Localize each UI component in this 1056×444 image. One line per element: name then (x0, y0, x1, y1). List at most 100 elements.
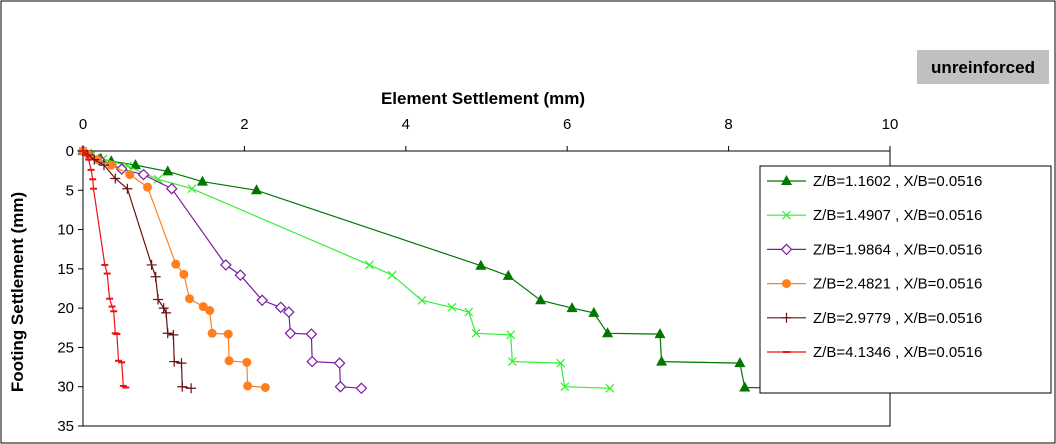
marker-diamond (137, 168, 150, 181)
marker-circle (106, 160, 116, 170)
y-tick-label: 20 (57, 300, 74, 317)
marker-triangle (502, 269, 514, 280)
marker-plus (122, 183, 133, 194)
marker-x (464, 307, 474, 317)
marker-diamond (282, 306, 295, 318)
marker-triangle (196, 175, 208, 186)
marker-triangle (251, 184, 263, 195)
marker-diamond (284, 327, 297, 340)
x-axis-title: Element Settlement (mm) (381, 89, 585, 108)
marker-x (605, 383, 615, 393)
marker-plus (186, 383, 197, 394)
y-tick-label: 10 (57, 222, 74, 239)
marker-plus (153, 294, 164, 305)
marker-x (417, 295, 427, 305)
marker-x (447, 302, 457, 312)
legend-entry: Z/B=1.4907 , X/B=0.0516 (767, 207, 982, 224)
marker-diamond (234, 269, 247, 281)
y-tick-label: 15 (57, 261, 74, 278)
marker-x (153, 174, 163, 184)
marker-diamond (334, 380, 347, 393)
x-tick-label: 0 (79, 116, 87, 133)
marker-plus (162, 328, 173, 339)
y-tick-label: 25 (57, 339, 74, 356)
marker-triangle (602, 327, 614, 338)
marker-x (387, 270, 397, 280)
marker-circle (242, 357, 252, 367)
y-axis-title: Footing Settlement (mm) (8, 192, 27, 392)
marker-triangle (588, 306, 600, 317)
marker-plus (158, 303, 169, 314)
legend: Z/B=1.1602 , X/B=0.0516 Z/B=1.4907 , X/B=… (759, 165, 1052, 394)
marker-triangle (656, 355, 668, 366)
legend-entry: Z/B=1.1602 , X/B=0.0516 (767, 173, 982, 190)
marker-diamond (256, 294, 269, 307)
marker-plus (177, 381, 188, 392)
marker-plus (168, 329, 179, 340)
series-layer (77, 145, 819, 395)
marker-circle (198, 302, 208, 312)
marker-plus (169, 356, 180, 367)
marker-plus (781, 312, 792, 323)
marker-triangle (475, 259, 487, 270)
x-tick-label: 4 (402, 116, 410, 133)
legend-label: Z/B=1.1602 , X/B=0.0516 (813, 173, 982, 190)
y-axis: 0 5 10 15 20 25 30 35 (57, 143, 83, 435)
marker-triangle (734, 357, 746, 368)
marker-x (556, 358, 566, 368)
marker-plus (146, 259, 157, 270)
marker-circle (782, 279, 791, 289)
marker-triangle (781, 175, 792, 185)
marker-circle (171, 259, 181, 269)
marker-plus (110, 173, 121, 184)
legend-box (759, 165, 1052, 394)
marker-x (187, 184, 197, 194)
marker-x (471, 328, 481, 338)
x-tick-label: 10 (882, 116, 899, 133)
marker-circle (243, 381, 253, 391)
badge-label: unreinforced (931, 58, 1035, 77)
legend-entry: Z/B=4.1346 , X/B=0.0516 (767, 344, 982, 361)
marker-circle (223, 329, 233, 339)
x-tick-label: 6 (563, 116, 571, 133)
marker-circle (224, 356, 234, 366)
x-tick-label: 2 (240, 116, 248, 133)
plot-area (82, 150, 891, 427)
marker-circle (205, 306, 215, 315)
marker-x (365, 260, 374, 270)
marker-plus (176, 358, 187, 369)
y-tick-label: 5 (66, 182, 74, 199)
marker-diamond (305, 328, 318, 340)
marker-diamond (333, 357, 346, 369)
marker-plus (161, 307, 172, 318)
marker-circle (125, 170, 135, 180)
legend-entry: Z/B=2.4821 , X/B=0.0516 (767, 276, 982, 293)
badge-background (917, 50, 1049, 84)
marker-triangle (129, 159, 141, 170)
marker-plus (150, 271, 161, 282)
legend-entry: Z/B=1.9864 , X/B=0.0516 (767, 241, 982, 258)
marker-triangle (566, 302, 578, 313)
marker-circle (179, 269, 189, 279)
marker-circle (185, 294, 195, 304)
series-2 (78, 146, 615, 393)
marker-plus (98, 160, 109, 171)
legend-entry: Z/B=2.9779 , X/B=0.0516 (767, 310, 982, 327)
marker-diamond (355, 382, 368, 395)
badge: unreinforced (917, 50, 1049, 84)
x-tick-label: 8 (724, 116, 732, 133)
marker-triangle (739, 381, 751, 392)
legend-label: Z/B=1.4907 , X/B=0.0516 (813, 207, 982, 224)
y-tick-label: 30 (57, 379, 74, 396)
marker-circle (207, 328, 217, 338)
marker-x (560, 382, 570, 392)
marker-diamond (306, 355, 319, 368)
marker-triangle (162, 165, 174, 176)
series-6 (79, 150, 130, 389)
y-tick-label: 35 (57, 418, 74, 435)
legend-label: Z/B=1.9864 , X/B=0.0516 (813, 241, 982, 258)
marker-x (506, 330, 516, 340)
legend-label: Z/B=2.4821 , X/B=0.0516 (813, 276, 982, 293)
